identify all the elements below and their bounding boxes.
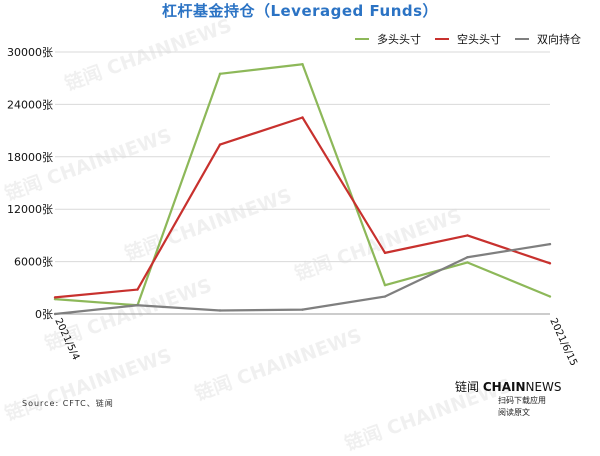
source-note: Source: CFTC、链闻 xyxy=(22,399,114,408)
line-chart: 0张 6000张 12000张 18000张 24000张 30000张 2021/5/4 2… xyxy=(7,46,579,368)
brand-read-text: 阅读原文 xyxy=(498,408,530,417)
legend-swatch xyxy=(355,38,369,40)
data-point xyxy=(466,261,469,264)
x-tick-label: 2021/6/15 xyxy=(547,317,579,368)
chart-title: 杠杆基金持仓（Leveraged Funds） xyxy=(161,2,439,20)
data-point xyxy=(383,283,387,287)
data-point xyxy=(548,242,552,246)
y-tick-label: 30000张 xyxy=(7,46,53,59)
brand-download-text: 扫码下载应用 xyxy=(498,396,546,405)
y-tick-label: 0张 xyxy=(35,308,53,321)
data-point xyxy=(53,296,57,299)
data-point xyxy=(218,143,222,146)
brand-logo-cn: 链闻 xyxy=(455,380,480,394)
chart-legend: 多头头寸 空头头寸 双向持仓 xyxy=(355,31,595,49)
data-point xyxy=(301,308,304,311)
legend-swatch xyxy=(515,38,529,40)
series-line xyxy=(54,63,551,307)
data-point xyxy=(548,295,552,298)
legend-item: 空头头寸 xyxy=(435,31,501,47)
data-point xyxy=(136,304,139,307)
y-tick-label: 24000张 xyxy=(7,98,53,111)
series-line xyxy=(54,116,551,299)
series-line xyxy=(54,243,551,316)
data-point xyxy=(53,297,57,301)
data-point xyxy=(301,116,304,119)
data-point xyxy=(218,72,222,76)
brand-logo-en-light: NEWS xyxy=(525,380,562,394)
y-tick-label: 12000张 xyxy=(7,203,53,216)
data-point xyxy=(218,309,222,312)
legend-item: 双向持仓 xyxy=(515,31,581,47)
legend-label: 双向持仓 xyxy=(537,33,581,46)
legend-label: 多头头寸 xyxy=(377,33,421,46)
data-point xyxy=(548,262,552,265)
data-point xyxy=(383,251,387,255)
legend-item: 多头头寸 xyxy=(355,31,421,47)
x-tick-label: 2021/5/4 xyxy=(52,317,81,362)
data-point xyxy=(136,288,139,291)
brand-block: 链闻 CHAINNEWS 扫码下载应用 阅读原文 xyxy=(455,378,565,419)
data-point xyxy=(466,234,469,237)
data-point xyxy=(466,256,469,259)
legend-swatch xyxy=(435,38,449,40)
brand-logo: 链闻 CHAINNEWS xyxy=(455,378,565,395)
legend-label: 空头头寸 xyxy=(457,33,501,46)
data-point xyxy=(383,295,387,298)
brand-logo-en-bold: CHAIN xyxy=(482,380,526,394)
data-point xyxy=(53,312,57,316)
y-tick-label: 6000张 xyxy=(14,256,53,269)
y-tick-label: 18000张 xyxy=(7,151,53,164)
data-point xyxy=(301,63,304,66)
